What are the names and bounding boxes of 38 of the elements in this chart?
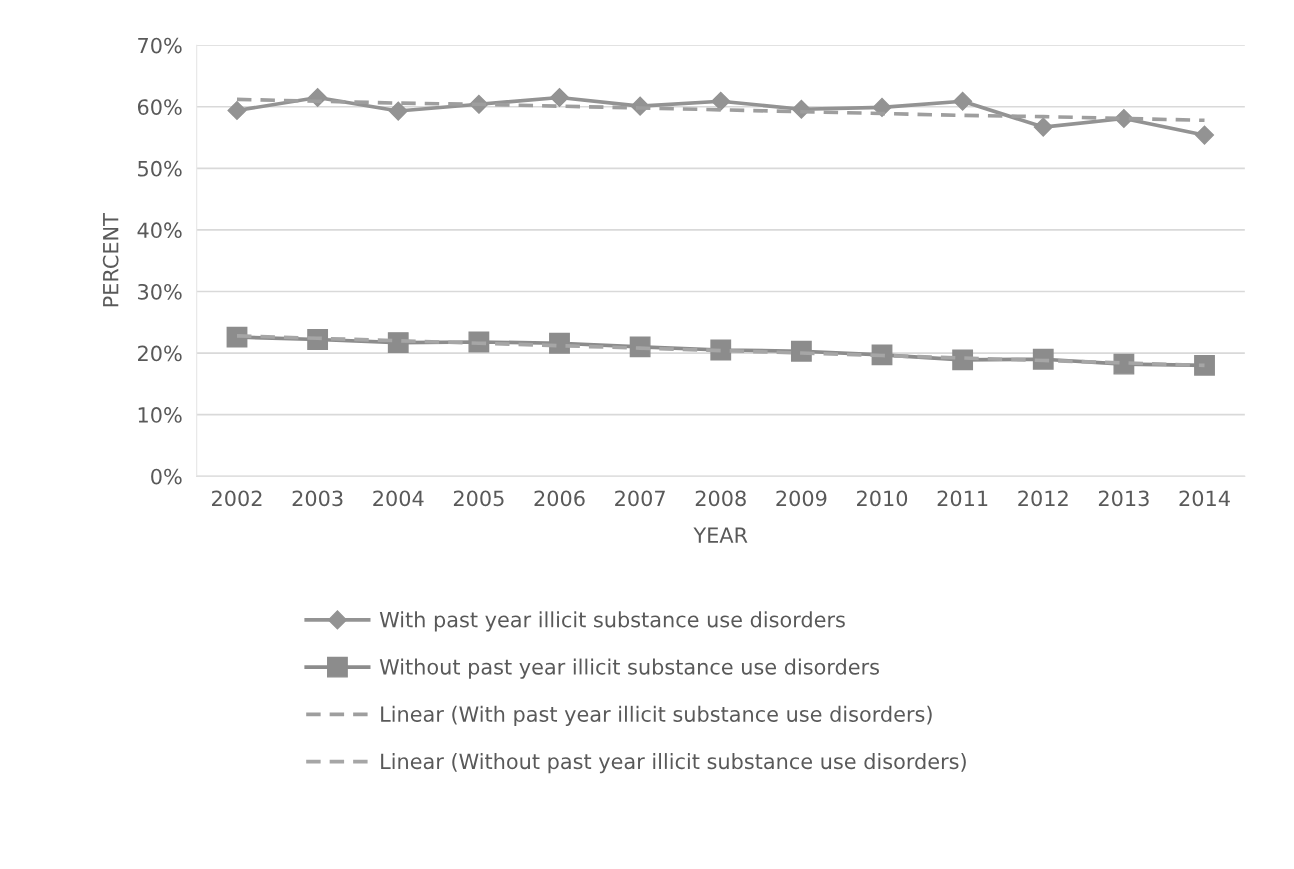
point xyxy=(1033,117,1053,137)
x-tick-label: 2011 xyxy=(937,490,988,507)
x-tick-label: 2009 xyxy=(776,490,827,507)
x-tick-label: 2014 xyxy=(1179,490,1230,507)
x-tick-label: 2003 xyxy=(292,490,343,507)
x-tick-label: 2012 xyxy=(1018,490,1068,507)
y-tick-label: 60% xyxy=(137,99,182,115)
point xyxy=(953,91,973,111)
x-tick-label: 2013 xyxy=(1098,490,1149,507)
point xyxy=(872,97,892,117)
y-tick-label: 10% xyxy=(138,407,182,423)
legend-label: Linear (With past year illicit substance use disorders) xyxy=(381,705,932,726)
legend-label: Without past year illicit substance use disorders xyxy=(379,658,879,679)
legend-label: Linear (Without past year illicit substance use disorders) xyxy=(381,753,966,774)
y-tick-label: 40% xyxy=(137,222,182,239)
point xyxy=(227,100,247,120)
point xyxy=(388,101,408,121)
y-tick-label: 20% xyxy=(138,345,182,362)
legend-label: With past year illicit substance use disorders xyxy=(379,611,845,632)
y-tick-label: 70% xyxy=(138,37,182,54)
point xyxy=(711,91,731,111)
x-tick-label: 2002 xyxy=(212,490,262,507)
x-tick-label: 2005 xyxy=(453,490,504,507)
y-axis-title: PERCENT xyxy=(102,213,119,307)
point xyxy=(1194,354,1215,376)
y-tick-label: 50% xyxy=(138,160,182,177)
y-tick-label: 0% xyxy=(151,468,182,485)
x-tick-label: 2006 xyxy=(534,490,585,507)
x-tick-label: 2007 xyxy=(615,490,665,507)
point xyxy=(549,87,570,108)
point xyxy=(549,332,570,354)
point xyxy=(1113,353,1135,375)
y-tick-label: 30% xyxy=(138,283,182,300)
x-axis-title: YEAR xyxy=(693,527,748,543)
point xyxy=(1194,125,1215,145)
x-tick-label: 2004 xyxy=(373,490,424,507)
x-tick-label: 2008 xyxy=(695,490,746,507)
x-tick-label: 2010 xyxy=(857,490,908,507)
